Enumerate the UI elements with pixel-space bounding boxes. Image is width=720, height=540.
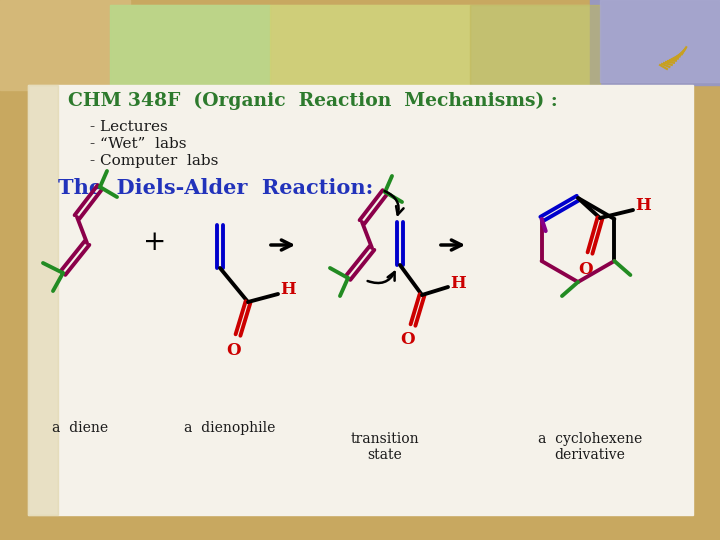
- Text: H: H: [280, 281, 296, 299]
- Bar: [470, 5, 600, 85]
- Text: - Lectures: - Lectures: [90, 120, 168, 134]
- Text: O: O: [401, 331, 415, 348]
- Bar: [110, 5, 270, 85]
- Text: The  Diels-Alder  Reaction:: The Diels-Alder Reaction:: [58, 178, 373, 198]
- Bar: [28, 85, 58, 515]
- Bar: [590, 0, 720, 85]
- Text: O: O: [227, 342, 241, 359]
- Text: H: H: [450, 274, 466, 292]
- Text: transition
state: transition state: [351, 432, 419, 462]
- Text: - Computer  labs: - Computer labs: [90, 154, 218, 168]
- Text: a  diene: a diene: [52, 421, 108, 435]
- Bar: [0, 0, 130, 90]
- Text: - “Wet”  labs: - “Wet” labs: [90, 137, 186, 151]
- Text: +: +: [143, 228, 167, 255]
- Text: a  cyclohexene
derivative: a cyclohexene derivative: [538, 432, 642, 462]
- Bar: [110, 5, 600, 85]
- Text: a  dienophile: a dienophile: [184, 421, 276, 435]
- Bar: [28, 85, 693, 515]
- Text: O: O: [579, 261, 593, 278]
- Text: H: H: [635, 198, 651, 214]
- Bar: [270, 5, 470, 85]
- Bar: [600, 0, 720, 82]
- Text: CHM 348F  (Organic  Reaction  Mechanisms) :: CHM 348F (Organic Reaction Mechanisms) :: [68, 92, 558, 110]
